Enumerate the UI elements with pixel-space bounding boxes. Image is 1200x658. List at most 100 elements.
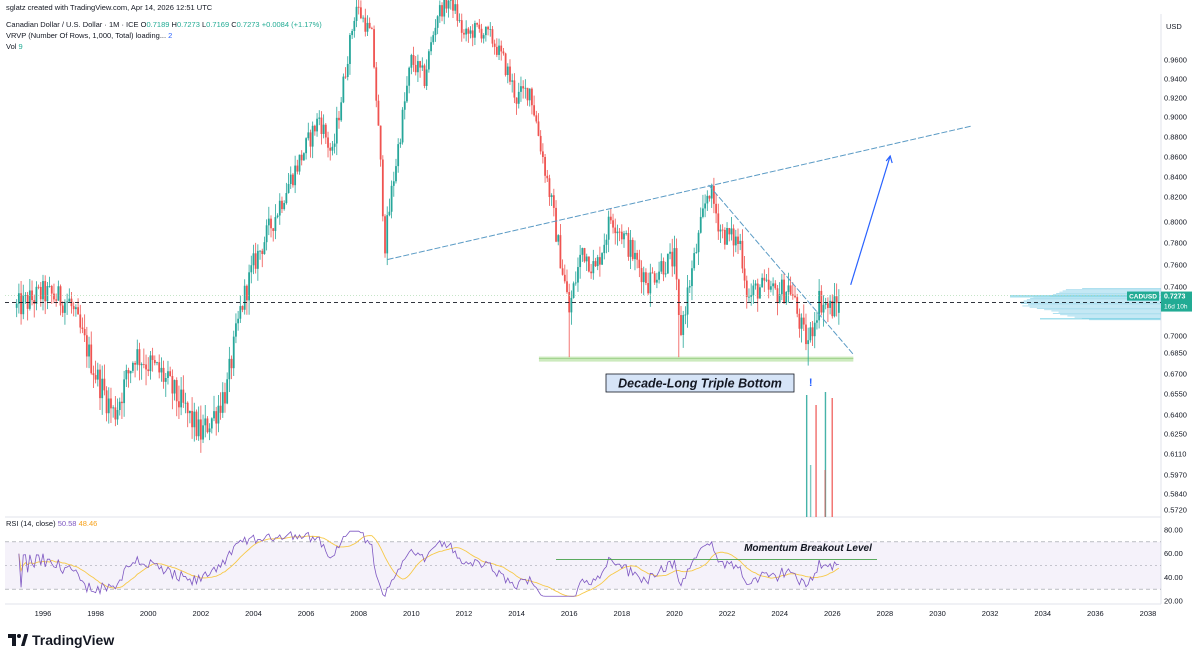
candle — [723, 227, 726, 250]
candle — [245, 284, 248, 315]
rsi-legend[interactable]: RSI (14, close) 50.58 48.46 — [6, 519, 97, 528]
candle — [31, 280, 33, 306]
candle — [511, 73, 514, 93]
candle-body — [289, 174, 292, 185]
candle-body — [447, 0, 450, 9]
ohlc-close: 0.7273 — [236, 20, 260, 29]
rsi-tick-label: 80.00 — [1164, 526, 1183, 535]
tradingview-brand[interactable]: TradingView — [8, 632, 114, 648]
candle — [785, 290, 788, 305]
candle-body — [675, 248, 678, 280]
candle-body — [85, 335, 88, 357]
candle — [498, 38, 500, 61]
candle — [171, 369, 174, 410]
candle — [250, 255, 253, 284]
candle — [169, 366, 172, 377]
candle-body — [438, 5, 441, 17]
candle — [491, 25, 494, 48]
candle — [107, 387, 110, 424]
candle — [833, 283, 836, 318]
candle — [675, 238, 678, 291]
candle — [195, 409, 198, 441]
candle — [649, 263, 652, 307]
candle — [307, 122, 310, 141]
price-tick-label: 0.8000 — [1164, 218, 1187, 227]
candle — [335, 106, 338, 156]
candle — [136, 339, 139, 371]
candle — [64, 299, 66, 325]
time-tick-label: 2024 — [771, 609, 788, 618]
candle — [506, 63, 509, 84]
candle — [353, 17, 356, 38]
price-tick-label: 0.8400 — [1164, 173, 1187, 182]
volume-profile-row — [1056, 293, 1161, 294]
candle — [294, 155, 297, 194]
candle-body — [469, 30, 472, 34]
candle — [467, 27, 470, 43]
candle-body — [721, 229, 724, 231]
candle-body — [780, 279, 783, 295]
volume-bar — [815, 405, 817, 517]
candle-body — [813, 322, 816, 337]
candle-body — [329, 147, 332, 151]
candle — [99, 364, 101, 411]
vol-legend[interactable]: Vol 9 — [6, 42, 23, 51]
candle — [605, 234, 608, 254]
candle — [509, 59, 511, 85]
candle — [533, 95, 536, 117]
candle-body — [22, 295, 25, 315]
candle-body — [710, 185, 713, 199]
candle-body — [61, 305, 64, 313]
candle — [162, 360, 165, 389]
candle-body — [484, 26, 487, 36]
candle — [158, 354, 161, 379]
candle-body — [677, 279, 680, 316]
candle-body — [723, 229, 726, 245]
candle-body — [276, 215, 279, 218]
candle-body — [739, 240, 742, 244]
candle-body — [64, 302, 66, 313]
candle-body — [136, 349, 139, 365]
candle — [228, 346, 231, 393]
candle — [53, 283, 55, 304]
symbol-title[interactable]: Canadian Dollar / U.S. Dollar · 1M · ICE — [6, 20, 139, 29]
time-tick-label: 2020 — [666, 609, 683, 618]
candle — [739, 233, 742, 251]
candle — [287, 173, 290, 194]
candle-body — [474, 23, 476, 38]
volume-profile-row — [1074, 316, 1161, 318]
candle — [557, 234, 560, 246]
candle — [370, 26, 373, 30]
candle — [748, 288, 750, 302]
candle — [664, 261, 667, 278]
candle — [235, 313, 237, 344]
candle — [232, 330, 235, 377]
candle — [399, 138, 402, 148]
candle — [167, 360, 169, 385]
candle-body — [493, 43, 496, 47]
candle-body — [520, 86, 522, 92]
volume-profile-row — [1023, 300, 1161, 302]
candle — [401, 107, 404, 145]
candle — [408, 66, 411, 94]
candle-body — [504, 53, 507, 76]
candle — [384, 214, 386, 258]
ohlc-high-label: H — [171, 20, 177, 29]
candle-body — [539, 135, 542, 152]
candle — [609, 208, 612, 225]
candle-body — [74, 307, 77, 310]
candle — [669, 243, 671, 260]
candle — [33, 294, 36, 318]
vrvp-legend[interactable]: VRVP (Number Of Rows, 1,000, Total) load… — [6, 31, 172, 40]
candle — [592, 249, 595, 280]
candle — [182, 375, 185, 408]
candle-body — [796, 297, 799, 314]
candle — [127, 367, 130, 388]
candle — [256, 244, 259, 281]
candle — [360, 0, 362, 20]
rsi-ma-value: 48.46 — [78, 519, 98, 528]
candle-body — [533, 105, 536, 116]
candle — [767, 267, 770, 299]
candle-body — [101, 378, 104, 399]
